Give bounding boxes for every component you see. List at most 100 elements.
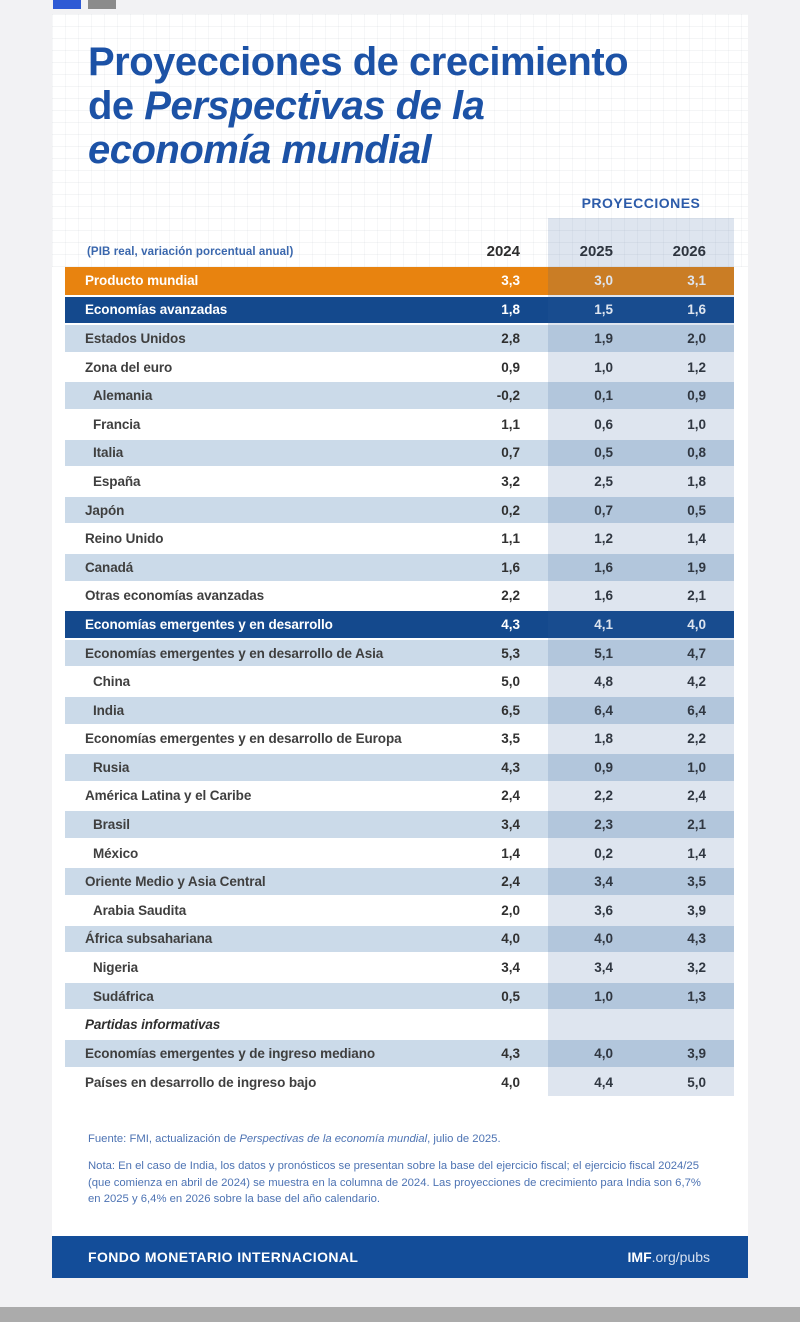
table-row: Economías emergentes y en desarrollo 4,3 4… bbox=[65, 609, 734, 639]
row-value: 5,0 bbox=[436, 666, 548, 696]
row-value: 0,9 bbox=[436, 351, 548, 382]
row-value: 3,4 bbox=[436, 809, 548, 839]
row-value: 4,3 bbox=[436, 752, 548, 782]
table-row: África subsahariana 4,0 4,0 4,3 bbox=[65, 923, 734, 954]
row-value: 1,3 bbox=[641, 980, 734, 1011]
row-value: 3,4 bbox=[548, 952, 641, 982]
row-value: 3,5 bbox=[641, 866, 734, 897]
row-value: 2,0 bbox=[641, 323, 734, 353]
row-value: 4,3 bbox=[436, 1038, 548, 1068]
imf-footer-bar: FONDO MONETARIO INTERNACIONAL IMF.org/pu… bbox=[52, 1236, 748, 1278]
row-value: 6,4 bbox=[548, 694, 641, 725]
row-value: 0,6 bbox=[548, 408, 641, 439]
table-row: Japón 0,2 0,7 0,5 bbox=[65, 494, 734, 525]
row-value: 0,2 bbox=[436, 494, 548, 525]
row-value: 2,2 bbox=[548, 780, 641, 811]
row-value: 1,8 bbox=[641, 466, 734, 496]
row-label: Canadá bbox=[65, 551, 436, 582]
row-value: 1,0 bbox=[641, 752, 734, 782]
row-label: Producto mundial bbox=[65, 267, 436, 296]
table-row: Rusia 4,3 0,9 1,0 bbox=[65, 752, 734, 782]
table-row: Brasil 3,4 2,3 2,1 bbox=[65, 809, 734, 839]
row-value: 5,0 bbox=[641, 1066, 734, 1097]
row-value: 1,2 bbox=[548, 523, 641, 553]
row-value: 0,7 bbox=[436, 437, 548, 468]
table-row: Sudáfrica 0,5 1,0 1,3 bbox=[65, 980, 734, 1011]
row-value: 4,3 bbox=[641, 923, 734, 954]
table-row: Economías emergentes y en desarrollo de … bbox=[65, 637, 734, 668]
table-subtitle: (PIB real, variación porcentual anual) bbox=[87, 246, 294, 258]
row-value: 4,7 bbox=[641, 637, 734, 668]
row-value: 2,2 bbox=[436, 580, 548, 611]
row-value: 1,0 bbox=[641, 408, 734, 439]
toolbar-button-fragment-blue[interactable] bbox=[53, 0, 81, 9]
row-label: Arabia Saudita bbox=[65, 895, 436, 925]
table-row: Producto mundial 3,3 3,0 3,1 bbox=[65, 267, 734, 296]
row-label: China bbox=[65, 666, 436, 696]
row-label: Estados Unidos bbox=[65, 323, 436, 353]
row-value: 3,4 bbox=[548, 866, 641, 897]
row-label: América Latina y el Caribe bbox=[65, 780, 436, 811]
table-row: Canadá 1,6 1,6 1,9 bbox=[65, 551, 734, 582]
row-label: Economías emergentes y en desarrollo bbox=[65, 609, 436, 639]
row-value: 2,4 bbox=[436, 780, 548, 811]
table-row: Oriente Medio y Asia Central 2,4 3,4 3,5 bbox=[65, 866, 734, 897]
row-value: 1,1 bbox=[436, 523, 548, 553]
row-value: 3,9 bbox=[641, 895, 734, 925]
row-value: 0,9 bbox=[548, 752, 641, 782]
row-value: 4,3 bbox=[436, 609, 548, 639]
row-label: India bbox=[65, 694, 436, 725]
row-label: Italia bbox=[65, 437, 436, 468]
row-label: Partidas informativas bbox=[65, 1009, 436, 1040]
imf-org-name: FONDO MONETARIO INTERNACIONAL bbox=[88, 1249, 359, 1265]
row-value: 3,6 bbox=[548, 895, 641, 925]
table-row: Estados Unidos 2,8 1,9 2,0 bbox=[65, 323, 734, 353]
table-row: Otras economías avanzadas 2,2 1,6 2,1 bbox=[65, 580, 734, 611]
row-value: 6,5 bbox=[436, 694, 548, 725]
table-row: Zona del euro 0,9 1,0 1,2 bbox=[65, 351, 734, 382]
table-row: Economías avanzadas 1,8 1,5 1,6 bbox=[65, 294, 734, 325]
table-row: Economías emergentes y en desarrollo de … bbox=[65, 723, 734, 754]
row-value: 4,0 bbox=[548, 1038, 641, 1068]
row-value bbox=[641, 1009, 734, 1040]
row-value: 1,9 bbox=[641, 551, 734, 582]
year-header-row: (PIB real, variación porcentual anual) 2… bbox=[65, 218, 734, 267]
table-row: China 5,0 4,8 4,2 bbox=[65, 666, 734, 696]
row-value: 0,1 bbox=[548, 380, 641, 410]
row-value: -0,2 bbox=[436, 380, 548, 410]
row-value: 2,3 bbox=[548, 809, 641, 839]
table-row: Economías emergentes y de ingreso median… bbox=[65, 1038, 734, 1068]
row-value: 6,4 bbox=[641, 694, 734, 725]
row-value: 4,4 bbox=[548, 1066, 641, 1097]
row-value: 1,8 bbox=[436, 294, 548, 325]
row-value: 2,2 bbox=[641, 723, 734, 754]
row-label: Sudáfrica bbox=[65, 980, 436, 1011]
row-label: México bbox=[65, 837, 436, 868]
row-label: Economías emergentes y en desarrollo de … bbox=[65, 723, 436, 754]
row-label: Oriente Medio y Asia Central bbox=[65, 866, 436, 897]
footnotes: Fuente: FMI, actualización de Perspectiv… bbox=[88, 1131, 712, 1208]
row-label: Economías emergentes y en desarrollo de … bbox=[65, 637, 436, 668]
row-value: 3,1 bbox=[641, 267, 734, 296]
toolbar-button-fragment-gray[interactable] bbox=[88, 0, 116, 9]
imf-url: IMF.org/pubs bbox=[627, 1249, 710, 1265]
bottom-gray-strip bbox=[0, 1307, 800, 1322]
row-value: 2,1 bbox=[641, 809, 734, 839]
projections-label: PROYECCIONES bbox=[581, 195, 701, 211]
row-value: 4,0 bbox=[548, 923, 641, 954]
row-value: 1,1 bbox=[436, 408, 548, 439]
row-value: 1,6 bbox=[436, 551, 548, 582]
row-value: 4,8 bbox=[548, 666, 641, 696]
row-label: Nigeria bbox=[65, 952, 436, 982]
table-row: Alemania -0,2 0,1 0,9 bbox=[65, 380, 734, 410]
row-label: Zona del euro bbox=[65, 351, 436, 382]
year-header-2025: 2025 bbox=[579, 243, 613, 260]
row-value: 0,8 bbox=[641, 437, 734, 468]
row-value: 1,6 bbox=[548, 580, 641, 611]
row-value: 3,0 bbox=[548, 267, 641, 296]
row-label: Francia bbox=[65, 408, 436, 439]
table-row: Nigeria 3,4 3,4 3,2 bbox=[65, 952, 734, 982]
row-value: 1,4 bbox=[436, 837, 548, 868]
row-value: 1,8 bbox=[548, 723, 641, 754]
row-value bbox=[436, 1009, 548, 1040]
